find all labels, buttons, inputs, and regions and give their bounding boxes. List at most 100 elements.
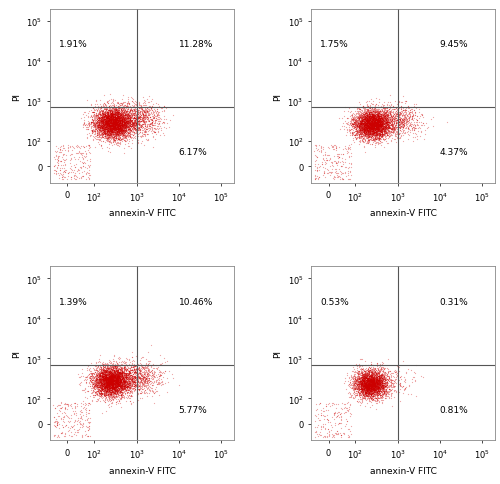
- Point: [414, 121, 422, 129]
- Point: [112, 381, 120, 389]
- Point: [374, 113, 382, 121]
- Point: [365, 108, 373, 116]
- Point: [376, 121, 384, 129]
- Point: [364, 372, 372, 380]
- Point: [96, 378, 104, 385]
- Point: [118, 125, 126, 133]
- Point: [370, 121, 378, 128]
- Point: [368, 125, 376, 133]
- Point: [404, 117, 411, 125]
- Point: [359, 370, 367, 378]
- Point: [368, 126, 376, 134]
- Point: [120, 106, 128, 114]
- Point: [372, 111, 380, 119]
- Point: [350, 119, 358, 127]
- Point: [99, 363, 107, 371]
- Point: [364, 123, 372, 131]
- Point: [384, 106, 392, 113]
- Point: [105, 381, 113, 389]
- Point: [381, 114, 389, 121]
- Point: [363, 123, 371, 131]
- Point: [360, 113, 368, 121]
- Point: [139, 364, 147, 372]
- Point: [381, 387, 389, 394]
- Point: [356, 378, 364, 386]
- Point: [98, 390, 106, 398]
- Point: [122, 381, 130, 389]
- Point: [97, 122, 105, 130]
- Point: [102, 117, 110, 124]
- Point: [120, 363, 128, 371]
- Point: [112, 114, 120, 121]
- Point: [102, 115, 110, 123]
- Point: [108, 384, 116, 392]
- Point: [368, 378, 376, 385]
- Point: [388, 137, 396, 145]
- Point: [373, 373, 381, 381]
- Point: [370, 119, 378, 126]
- Point: [136, 374, 143, 382]
- Point: [78, 412, 86, 420]
- Point: [350, 119, 358, 126]
- Point: [106, 103, 114, 110]
- Point: [130, 129, 138, 137]
- Point: [108, 382, 116, 390]
- Point: [121, 124, 129, 132]
- Point: [359, 120, 367, 127]
- Point: [364, 118, 372, 126]
- Point: [123, 122, 131, 130]
- Point: [367, 381, 375, 389]
- Point: [365, 112, 373, 120]
- Point: [104, 364, 112, 372]
- Point: [386, 113, 394, 121]
- Point: [364, 111, 372, 119]
- Point: [130, 118, 138, 126]
- Point: [130, 115, 138, 122]
- Point: [374, 381, 382, 389]
- Point: [106, 118, 114, 125]
- Point: [110, 379, 118, 387]
- Point: [111, 371, 119, 379]
- Point: [380, 122, 388, 130]
- Point: [100, 376, 108, 383]
- Point: [368, 382, 376, 390]
- Point: [364, 366, 372, 374]
- Point: [118, 385, 126, 393]
- Point: [116, 375, 124, 383]
- Point: [110, 121, 118, 129]
- Point: [114, 377, 122, 384]
- Point: [372, 118, 380, 126]
- Point: [98, 386, 106, 394]
- Point: [138, 379, 146, 387]
- Point: [103, 380, 111, 388]
- Point: [109, 383, 117, 391]
- Point: [368, 131, 376, 139]
- Point: [375, 379, 383, 387]
- Point: [362, 126, 370, 134]
- Point: [108, 366, 116, 374]
- Point: [114, 378, 122, 386]
- Point: [370, 376, 378, 384]
- Point: [110, 124, 118, 132]
- Point: [115, 120, 123, 128]
- Point: [102, 364, 110, 372]
- Point: [366, 122, 374, 130]
- Point: [110, 129, 118, 137]
- Point: [104, 375, 112, 383]
- Point: [142, 370, 150, 378]
- Point: [112, 133, 120, 141]
- Point: [112, 135, 120, 142]
- Point: [143, 108, 151, 116]
- Point: [116, 377, 124, 385]
- Point: [396, 134, 404, 141]
- Point: [104, 383, 112, 391]
- Point: [370, 122, 378, 130]
- Point: [112, 370, 120, 378]
- Point: [139, 115, 147, 123]
- Point: [372, 121, 380, 128]
- Point: [362, 129, 370, 137]
- Point: [112, 379, 120, 387]
- Point: [112, 389, 120, 397]
- Point: [364, 390, 372, 398]
- Point: [144, 376, 152, 384]
